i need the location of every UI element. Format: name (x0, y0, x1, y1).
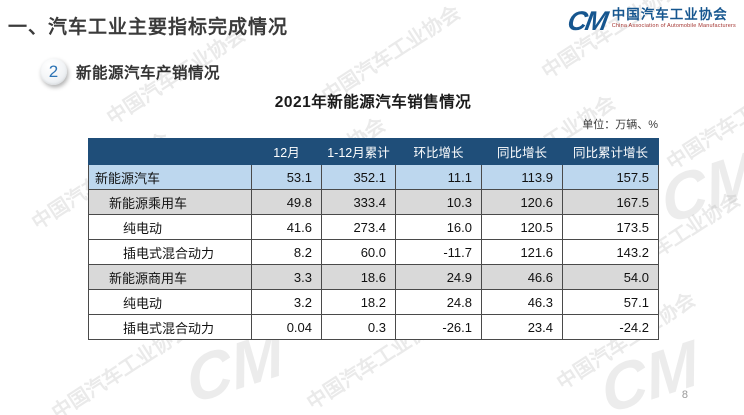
row-label: 新能源乘用车 (88, 189, 252, 215)
table-title: 2021年新能源汽车销售情况 (274, 94, 472, 111)
row-label: 插电式混合动力 (88, 314, 252, 340)
table-body: 新能源汽车 53.1 352.1 11.1 113.9 157.5 新能源乘用车 49.8 33… (88, 164, 659, 340)
column-header-yoy-cumulative: 同比累计增长 (562, 138, 659, 165)
cell-value: 11.1 (395, 164, 482, 190)
watermark-logo-mark: CM (656, 135, 744, 239)
table-header-row: 12月 1-12月累计 环比增长 同比增长 同比累计增长 (88, 138, 659, 165)
table-row: 新能源汽车 53.1 352.1 11.1 113.9 157.5 (88, 164, 659, 190)
cell-value: -11.7 (395, 239, 482, 265)
cell-value: 46.6 (481, 264, 563, 290)
cell-value: 120.6 (481, 189, 563, 215)
table-row: 纯电动 41.6 273.4 16.0 120.5 173.5 (88, 214, 659, 240)
cell-value: 0.04 (251, 314, 322, 340)
cell-value: 10.3 (395, 189, 482, 215)
cell-value: 18.6 (321, 264, 396, 290)
table-row: 新能源乘用车 49.8 333.4 10.3 120.6 167.5 (88, 189, 659, 215)
cell-value: 3.3 (251, 264, 322, 290)
cell-value: 352.1 (321, 164, 396, 190)
cell-value: -26.1 (395, 314, 482, 340)
column-header-yoy: 同比增长 (481, 138, 563, 165)
cell-value: 113.9 (481, 164, 563, 190)
cell-value: 54.0 (562, 264, 659, 290)
cell-value: 3.2 (251, 289, 322, 315)
table-row: 新能源商用车 3.3 18.6 24.9 46.6 54.0 (88, 264, 659, 290)
cell-value: 120.5 (481, 214, 563, 240)
column-header-blank (88, 138, 252, 165)
cell-value: 23.4 (481, 314, 563, 340)
caam-logo-icon: CM (565, 6, 609, 36)
cell-value: 173.5 (562, 214, 659, 240)
column-header-cumulative: 1-12月累计 (321, 138, 396, 165)
cell-value: -24.2 (562, 314, 659, 340)
sales-table: 12月 1-12月累计 环比增长 同比增长 同比累计增长 新能源汽车 53.1 35… (88, 138, 659, 340)
caam-logo-text: 中国汽车工业协会 China Association of Automobile… (612, 6, 736, 29)
watermark-text: 中国汽车工业协会 (663, 68, 744, 175)
cell-value: 24.8 (395, 289, 482, 315)
cell-value: 18.2 (321, 289, 396, 315)
row-label: 新能源商用车 (88, 264, 252, 290)
section-number-badge: 2 (40, 58, 67, 85)
cell-value: 41.6 (251, 214, 322, 240)
row-label: 纯电动 (88, 214, 252, 240)
cell-value: 16.0 (395, 214, 482, 240)
cell-value: 8.2 (251, 239, 322, 265)
cell-value: 273.4 (321, 214, 396, 240)
row-label: 新能源汽车 (88, 164, 252, 190)
cell-value: 49.8 (251, 189, 322, 215)
section-label: 新能源汽车产销情况 (76, 64, 221, 82)
cell-value: 121.6 (481, 239, 563, 265)
table-row: 纯电动 3.2 18.2 24.8 46.3 57.1 (88, 289, 659, 315)
cell-value: 167.5 (562, 189, 659, 215)
column-header-mom: 环比增长 (395, 138, 482, 165)
caam-logo-name-en: China Association of Automobile Manufact… (611, 23, 736, 29)
column-header-dec: 12月 (251, 138, 322, 165)
page-number: 8 (681, 389, 688, 401)
cell-value: 53.1 (251, 164, 322, 190)
section-heading: 2 新能源汽车产销情况 (40, 58, 220, 85)
cell-value: 143.2 (562, 239, 659, 265)
row-label: 纯电动 (88, 289, 252, 315)
cell-value: 57.1 (562, 289, 659, 315)
table-row: 插电式混合动力 8.2 60.0 -11.7 121.6 143.2 (88, 239, 659, 265)
table-header: 12月 1-12月累计 环比增长 同比增长 同比累计增长 (88, 138, 659, 165)
caam-logo-name-cn: 中国汽车工业协会 (611, 7, 728, 22)
cell-value: 60.0 (321, 239, 396, 265)
page-title: 一、汽车工业主要指标完成情况 (8, 17, 289, 38)
table-row: 插电式混合动力 0.04 0.3 -26.1 23.4 -24.2 (88, 314, 659, 340)
caam-logo: CM 中国汽车工业协会 China Association of Automob… (565, 6, 736, 36)
cell-value: 157.5 (562, 164, 659, 190)
cell-value: 333.4 (321, 189, 396, 215)
cell-value: 46.3 (481, 289, 563, 315)
unit-note: 单位：万辆、% (582, 119, 658, 131)
row-label: 插电式混合动力 (88, 239, 252, 265)
cell-value: 0.3 (321, 314, 396, 340)
cell-value: 24.9 (395, 264, 482, 290)
